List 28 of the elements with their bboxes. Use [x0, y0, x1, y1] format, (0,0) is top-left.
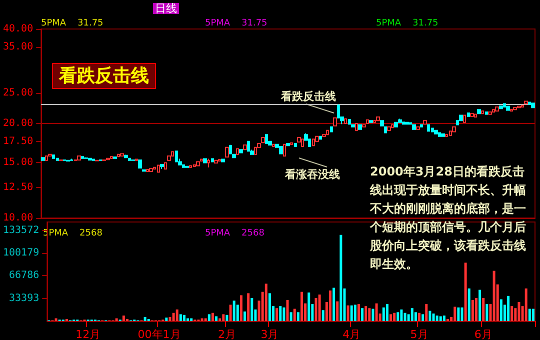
chart-subtitle: 日线 [155, 2, 177, 15]
y-tick-label: 15.00 [2, 157, 34, 168]
annotation: 5PMA 2568 [205, 228, 265, 238]
y-tick-label: 12.50 [2, 182, 34, 194]
x-tick-label: 5月 [410, 328, 428, 340]
y-tick-label: 133572 [3, 224, 40, 236]
annotation: 2000年3月28日的看跌反击线出现于放量时间不长、升幅不大的刚刚脱离的底部，是一个短期的顶部信号。几个月后股价向上突破，该看跌反击线即生效。 [369, 164, 526, 271]
annotation: 看跌反击线 [280, 90, 336, 103]
y-tick-label: 33393 [9, 292, 40, 304]
y-tick-label: 100179 [3, 248, 40, 259]
y-tick-label: 17.50 [2, 136, 34, 148]
y-tick-label: 20.00 [2, 118, 34, 129]
annotation: 看涨吞没线 [284, 168, 340, 181]
y-tick-label: 10.00 [2, 212, 34, 224]
x-tick-label: 12月 [76, 328, 101, 340]
x-tick-label: 2月 [218, 328, 236, 340]
x-tick-label: 00年1月 [138, 328, 181, 340]
y-tick-label: 66786 [9, 270, 40, 282]
text: 5PMA 31.75 [376, 18, 438, 28]
y-tick-label: 40.00 [2, 24, 34, 34]
x-tick-label: 6月 [474, 328, 492, 340]
text: 5PMA 31.75 [41, 18, 104, 28]
y-tick-label: 25.00 [2, 88, 34, 99]
x-tick-label: 3月 [260, 328, 279, 340]
x-tick-label: 4月 [342, 328, 361, 340]
text: 看跌反击线 [58, 66, 149, 86]
text: 5PMA 31.75 [205, 18, 268, 28]
y-tick-label: 35.00 [2, 42, 34, 53]
